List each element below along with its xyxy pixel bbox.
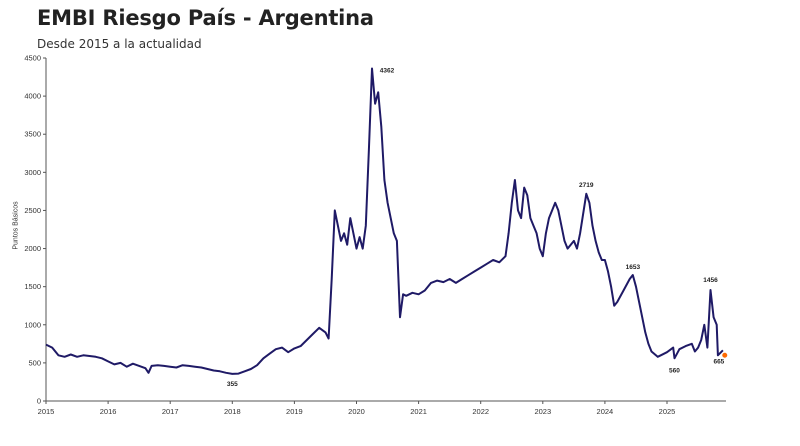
x-tick-label: 2016 <box>100 407 117 416</box>
data-label: 2719 <box>579 182 594 189</box>
y-tick-label: 4500 <box>24 54 41 63</box>
data-label: 665 <box>713 358 724 365</box>
y-tick-label: 1500 <box>24 282 41 291</box>
x-tick-label: 2024 <box>597 407 614 416</box>
x-tick-label: 2018 <box>224 407 241 416</box>
chart-title: EMBI Riesgo País - Argentina <box>37 6 374 30</box>
y-tick-label: 2500 <box>24 206 41 215</box>
x-tick-label: 2020 <box>348 407 365 416</box>
x-tick-label: 2023 <box>534 407 551 416</box>
series-line <box>45 67 724 375</box>
y-tick-label: 4000 <box>24 92 41 101</box>
x-tick-label: 2022 <box>472 407 489 416</box>
chart-subtitle: Desde 2015 a la actualidad <box>37 37 202 51</box>
y-tick-label: 0 <box>37 397 41 406</box>
y-tick-label: 2000 <box>24 244 41 253</box>
y-tick-label: 3500 <box>24 130 41 139</box>
x-tick-label: 2025 <box>659 407 676 416</box>
y-tick-label: 3000 <box>24 168 41 177</box>
x-tick-label: 2017 <box>162 407 179 416</box>
y-tick-label: 1000 <box>24 320 41 329</box>
data-label: 1653 <box>626 264 641 271</box>
data-label: 560 <box>669 367 680 374</box>
x-tick-label: 2021 <box>410 407 427 416</box>
x-tick-label: 2019 <box>286 407 303 416</box>
x-tick-label: 2015 <box>38 407 55 416</box>
last-value-marker <box>722 352 728 358</box>
y-tick-label: 500 <box>28 358 41 367</box>
data-label: 355 <box>227 381 238 388</box>
data-label: 1456 <box>703 277 718 284</box>
data-label: 4362 <box>380 68 395 75</box>
